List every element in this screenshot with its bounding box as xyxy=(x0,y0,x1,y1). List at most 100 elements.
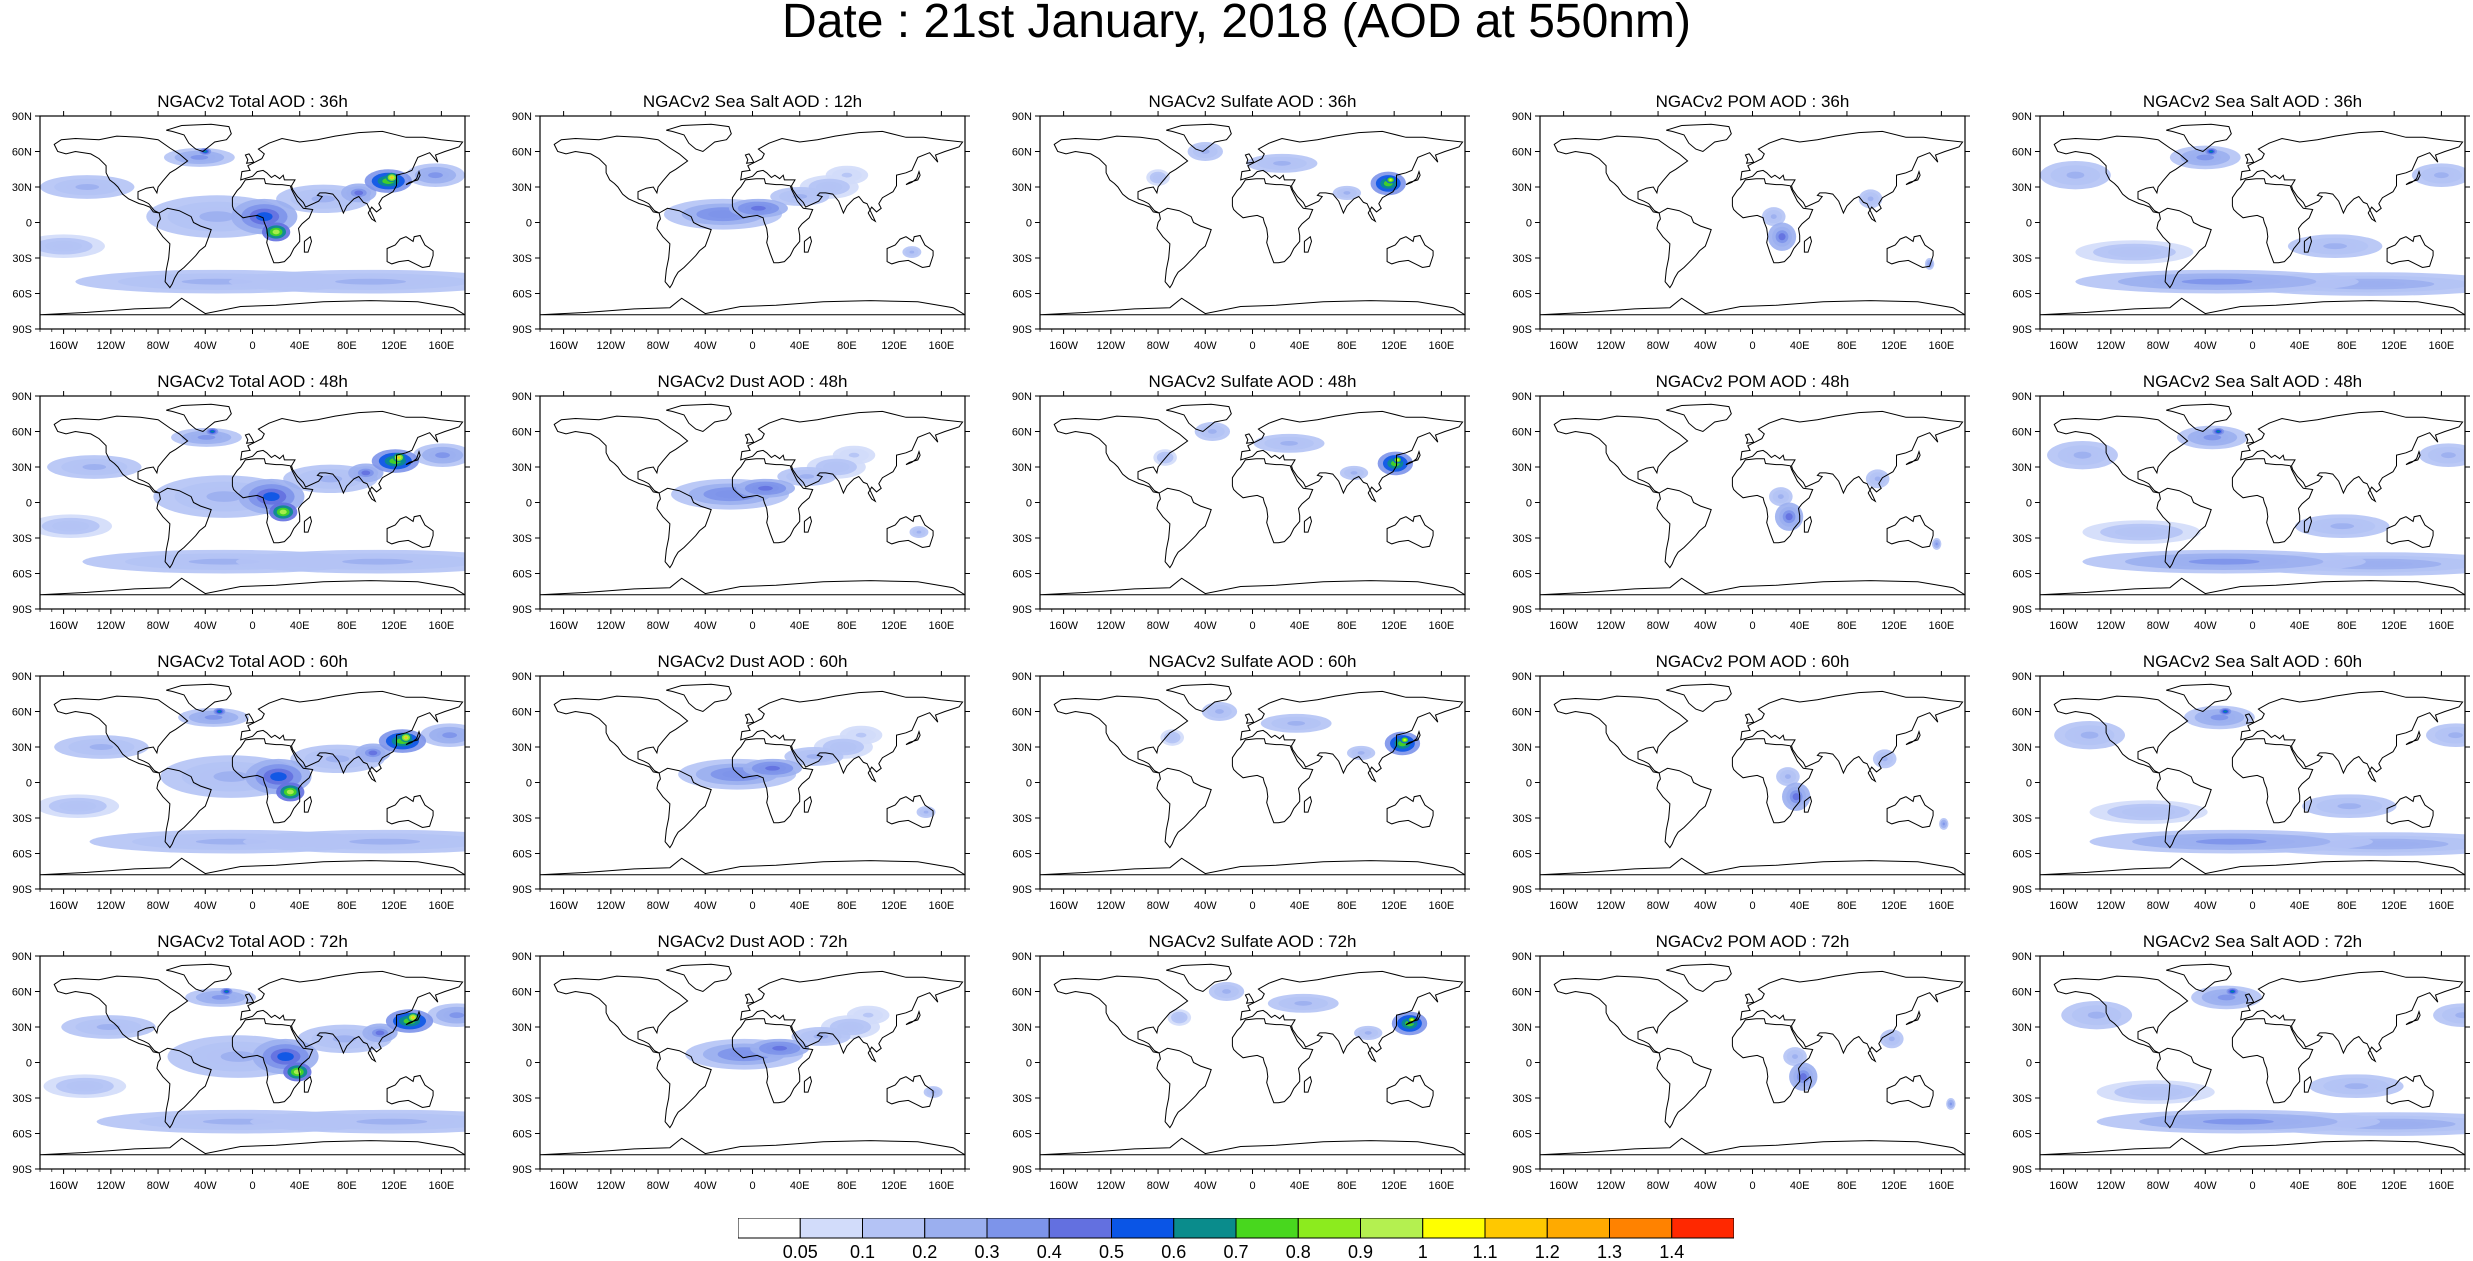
coastline-africa xyxy=(1231,1018,1314,1104)
world-map: 90N 60N 30N 0 30S 60S 90S 160W 120W 80W 40W 0 40E 80E… xyxy=(2012,111,2470,352)
coastline-africa xyxy=(2231,1018,2314,1104)
coastline-australia xyxy=(2386,794,2434,829)
lon-tick-label: 120W xyxy=(596,1180,625,1192)
coastline-southAmerica xyxy=(2156,487,2212,569)
aod-contour xyxy=(311,195,336,203)
aod-contour xyxy=(397,456,401,459)
lat-tick-label: 30S xyxy=(12,533,32,545)
lon-tick-label: 120W xyxy=(96,1180,125,1192)
lon-tick-label: 80W xyxy=(147,620,170,632)
lat-tick-label: 0 xyxy=(1026,218,1032,230)
coastline-southAmerica xyxy=(2156,767,2212,849)
lon-tick-label: 80E xyxy=(1337,1180,1357,1192)
coastline-eurasia xyxy=(2240,690,2464,783)
coastline-australia xyxy=(386,794,434,829)
aod-contour xyxy=(772,1045,788,1051)
lat-tick-label: 30N xyxy=(512,742,532,754)
lon-tick-label: 40W xyxy=(2194,900,2217,912)
aod-contour xyxy=(428,172,443,179)
coastline-britain xyxy=(1744,713,1755,724)
world-map: 90N 60N 30N 0 30S 60S 90S 160W 120W 80W 40W 0 40E 80E… xyxy=(1012,951,1470,1192)
coastline-madagascar xyxy=(1303,1075,1313,1093)
map-panel-dust-1: NGACv2 Dust AOD : 48h 90N 60N 30N 0 30S 60S 90S… xyxy=(500,372,1000,632)
lon-tick-label: 40E xyxy=(290,340,310,352)
aod-contour xyxy=(435,452,450,459)
lon-tick-label: 160W xyxy=(1549,620,1578,632)
lat-tick-label: 90N xyxy=(1012,951,1032,963)
colorbar-label: 0.8 xyxy=(1286,1242,1311,1261)
world-map: 90N 60N 30N 0 30S 60S 90S 160W 120W 80W 40W 0 40E 80E… xyxy=(1512,391,1970,632)
coastline-southAmerica xyxy=(156,1047,212,1129)
aod-contour xyxy=(1410,1019,1414,1021)
aod-contour xyxy=(335,278,406,285)
lon-tick-label: 160W xyxy=(1049,900,1078,912)
lon-tick-label: 40E xyxy=(1290,900,1310,912)
lat-tick-label: 30S xyxy=(2012,253,2032,265)
colorbar-box xyxy=(1484,1218,1548,1239)
lon-tick-label: 0 xyxy=(749,340,755,352)
lat-tick-label: 60S xyxy=(1012,569,1032,581)
coastline-northAmerica xyxy=(553,135,689,214)
lat-tick-label: 90N xyxy=(1512,111,1532,123)
aod-contour xyxy=(751,205,766,211)
lon-tick-label: 40W xyxy=(694,620,717,632)
coastline-britain xyxy=(1244,713,1255,724)
lon-tick-label: 160E xyxy=(429,340,455,352)
lat-tick-label: 60N xyxy=(512,147,532,159)
world-map: 90N 60N 30N 0 30S 60S 90S 160W 120W 80W 40W 0 40E 80E… xyxy=(512,951,970,1192)
coastline-japan xyxy=(905,449,921,466)
aod-contour xyxy=(270,772,287,782)
coastline-southAmerica xyxy=(1656,767,1712,849)
coastline-madagascar xyxy=(1303,235,1313,253)
colorbar-box xyxy=(862,1218,926,1239)
aod-contour xyxy=(82,464,107,470)
lat-tick-label: 30N xyxy=(1012,462,1032,474)
coastline-britain xyxy=(1244,433,1255,444)
coastline-africa xyxy=(2231,178,2314,264)
lat-tick-label: 90N xyxy=(1512,671,1532,683)
coastline-japan xyxy=(905,729,921,746)
lon-tick-label: 80W xyxy=(1147,620,1170,632)
panel-title: NGACv2 Dust AOD : 72h xyxy=(657,932,848,951)
lat-tick-label: 30S xyxy=(2012,533,2032,545)
lat-tick-label: 60N xyxy=(512,427,532,439)
aod-contour xyxy=(204,715,223,720)
coastline-britain xyxy=(244,993,255,1004)
lon-tick-label: 120W xyxy=(96,340,125,352)
aod-contour xyxy=(1364,1031,1372,1035)
lat-tick-label: 60N xyxy=(2012,427,2032,439)
lon-tick-label: 120W xyxy=(1096,620,1125,632)
lon-tick-label: 160E xyxy=(429,900,455,912)
map-panel-dust-2: NGACv2 Dust AOD : 60h 90N 60N 30N 0 30S 60S 90S… xyxy=(500,652,1000,912)
aod-contour xyxy=(354,190,364,196)
aod-contour xyxy=(449,1012,465,1019)
coastline-northAmerica xyxy=(1053,415,1189,494)
coastline-eurasia xyxy=(240,970,464,1063)
aod-contour xyxy=(2217,994,2236,1001)
lat-tick-label: 30N xyxy=(12,182,32,194)
coastline-antarctica xyxy=(40,297,465,316)
coastline-australia xyxy=(386,234,434,269)
lon-tick-label: 120E xyxy=(1381,1180,1407,1192)
aod-contour xyxy=(342,558,414,565)
aod-contour xyxy=(2080,731,2099,739)
aod-contour xyxy=(2323,243,2347,250)
lat-tick-label: 30N xyxy=(2012,742,2032,754)
lat-tick-label: 60S xyxy=(1012,289,1032,301)
coastline-antarctica xyxy=(2040,1137,2465,1156)
aod-contour xyxy=(2181,278,2253,285)
aod-contour xyxy=(1389,179,1392,181)
lon-tick-label: 160E xyxy=(2429,1180,2455,1192)
lon-tick-label: 160W xyxy=(2049,620,2078,632)
coastline-africa xyxy=(231,178,314,264)
lon-tick-label: 120E xyxy=(2381,1180,2407,1192)
lon-tick-label: 120W xyxy=(1596,340,1625,352)
lon-tick-label: 80E xyxy=(837,1180,857,1192)
coastline-eurasia xyxy=(1740,130,1964,223)
aod-contour xyxy=(2087,1011,2106,1019)
panel-title: NGACv2 Sea Salt AOD : 36h xyxy=(2142,92,2363,111)
lat-tick-label: 90N xyxy=(12,111,32,123)
coastline-madagascar xyxy=(303,795,313,813)
lon-tick-label: 0 xyxy=(249,1180,255,1192)
lat-tick-label: 90N xyxy=(2012,951,2032,963)
